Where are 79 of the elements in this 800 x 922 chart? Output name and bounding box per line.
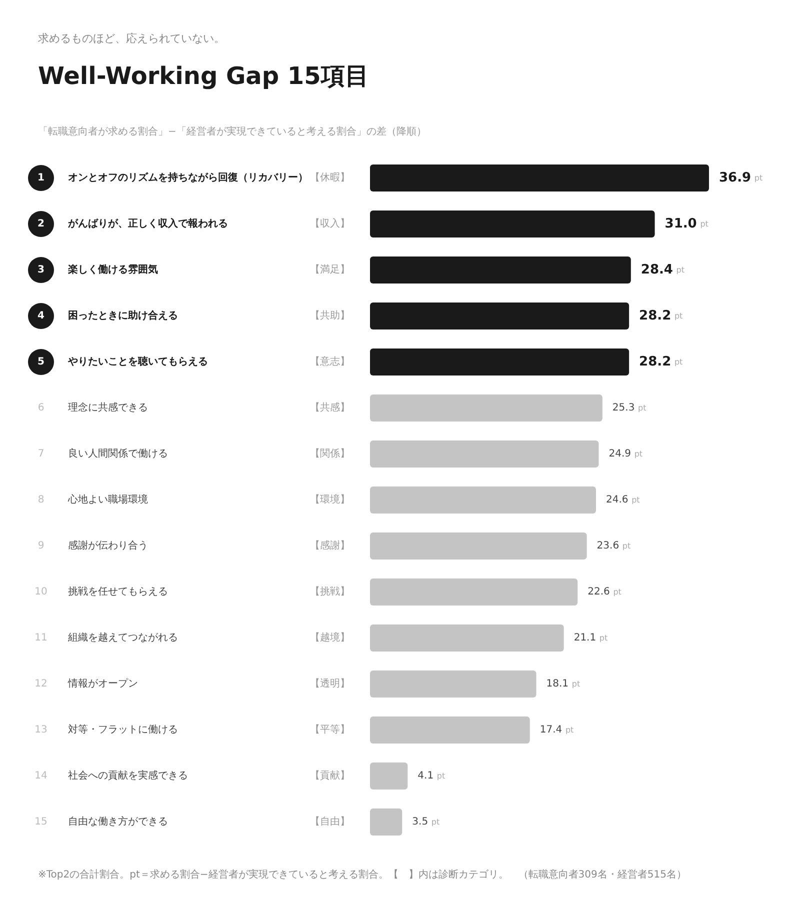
y-tick-label: 楽しく働ける雰囲気 — [67, 264, 158, 276]
text: 求めるものほど、応えられていない。 — [38, 32, 225, 45]
text: 【自由】 — [310, 816, 350, 828]
y-tick-label: 情報がオープン — [67, 678, 138, 690]
text: 11 — [34, 632, 48, 644]
y-tick-label: 自由な働き方ができる — [68, 816, 168, 828]
y-tick-label: 挑戦を任せてもらえる — [68, 586, 168, 598]
y-tick-label: 困ったときに助け合える — [68, 310, 178, 322]
text: 10 — [34, 586, 48, 598]
text: 【平等】 — [310, 724, 350, 736]
text: 8 — [38, 494, 44, 506]
y-tick-label: がんばりが、正しく収入で報われる — [67, 218, 228, 230]
text: 【環境】 — [310, 494, 350, 506]
text: 【共助】 — [310, 310, 350, 322]
text: 9 — [38, 540, 44, 552]
data-label: 18.1 pt — [546, 678, 580, 690]
y-tick-label: 理念に共感できる — [68, 402, 148, 414]
text: 4 — [38, 310, 45, 322]
text: 【休暇】 — [310, 172, 350, 184]
y-tick-label: 良い人間関係で働ける — [68, 448, 168, 460]
bar — [370, 210, 655, 238]
y-tick-label: 対等・フラットに働ける — [68, 724, 178, 736]
text: 13 — [34, 724, 48, 736]
bar — [370, 762, 408, 790]
text: 【透明】 — [310, 678, 350, 690]
y-tick-label: やりたいことを聴いてもらえる — [67, 356, 208, 368]
y-tick-label: オンとオフのリズムを持ちながら回復（リカバリー） — [68, 172, 308, 184]
data-label: 3.5 pt — [412, 816, 440, 828]
bar — [370, 624, 564, 652]
data-label: 23.6 pt — [596, 540, 631, 552]
bar — [370, 440, 599, 468]
data-label: 31.0 pt — [664, 216, 708, 232]
bar — [370, 348, 630, 376]
data-label: 17.4 pt — [540, 724, 574, 736]
text: 6 — [38, 402, 44, 414]
bar — [370, 394, 602, 422]
text: 【挑戦】 — [310, 586, 350, 598]
chart-title: Well-Working Gap 15項目 — [38, 62, 369, 90]
text: 【関係】 — [310, 448, 350, 460]
data-label: 22.6 pt — [588, 586, 622, 598]
data-label: 28.4 pt — [640, 262, 685, 278]
bar — [370, 256, 631, 284]
text: 【感謝】 — [310, 540, 350, 552]
bar — [370, 716, 530, 744]
text: 【意志】 — [310, 356, 350, 368]
text: 2 — [38, 218, 45, 230]
data-label: 28.2 pt — [639, 354, 683, 370]
text: 7 — [38, 448, 44, 460]
text: 1 — [38, 172, 45, 184]
text: 【貢献】 — [310, 770, 350, 782]
text: ※Top2の合計割合。pt＝求める割合−経営者が実現できていると考える割合。【 】内は診断カテゴリ。 （転職意向者309名・経営者515名） — [38, 868, 686, 880]
bar — [370, 164, 709, 192]
text: 3 — [38, 264, 45, 276]
text: 【満足】 — [310, 264, 350, 276]
data-label: 36.9 pt — [718, 170, 763, 186]
data-label: 21.1 pt — [574, 632, 608, 644]
text: 5 — [38, 356, 45, 368]
data-label: 24.6 pt — [606, 494, 640, 506]
y-tick-label: 心地よい職場環境 — [67, 494, 148, 506]
y-tick-label: 組織を越えてつながれる — [67, 632, 178, 644]
text: 「転職意向者が求める割合」−「経営者が実現できていると考える割合」の差（降順） — [38, 126, 426, 138]
y-tick-label: 社会への貢献を実感できる — [68, 770, 188, 782]
text: 【収入】 — [310, 218, 350, 230]
bar — [370, 486, 596, 514]
bar — [370, 808, 402, 836]
bar — [370, 578, 578, 606]
bar — [370, 670, 536, 698]
data-label: 28.2 pt — [639, 308, 683, 324]
text: 14 — [34, 770, 48, 782]
data-label: 4.1 pt — [418, 770, 446, 782]
data-label: 25.3 pt — [612, 402, 646, 414]
bar — [370, 532, 587, 560]
text: 12 — [34, 678, 48, 690]
bar — [370, 302, 630, 330]
text: 【共感】 — [310, 402, 350, 414]
data-label: 24.9 pt — [608, 448, 643, 460]
text: 【越境】 — [310, 632, 350, 644]
text: 15 — [34, 816, 48, 828]
y-tick-label: 感謝が伝わり合う — [68, 540, 148, 552]
